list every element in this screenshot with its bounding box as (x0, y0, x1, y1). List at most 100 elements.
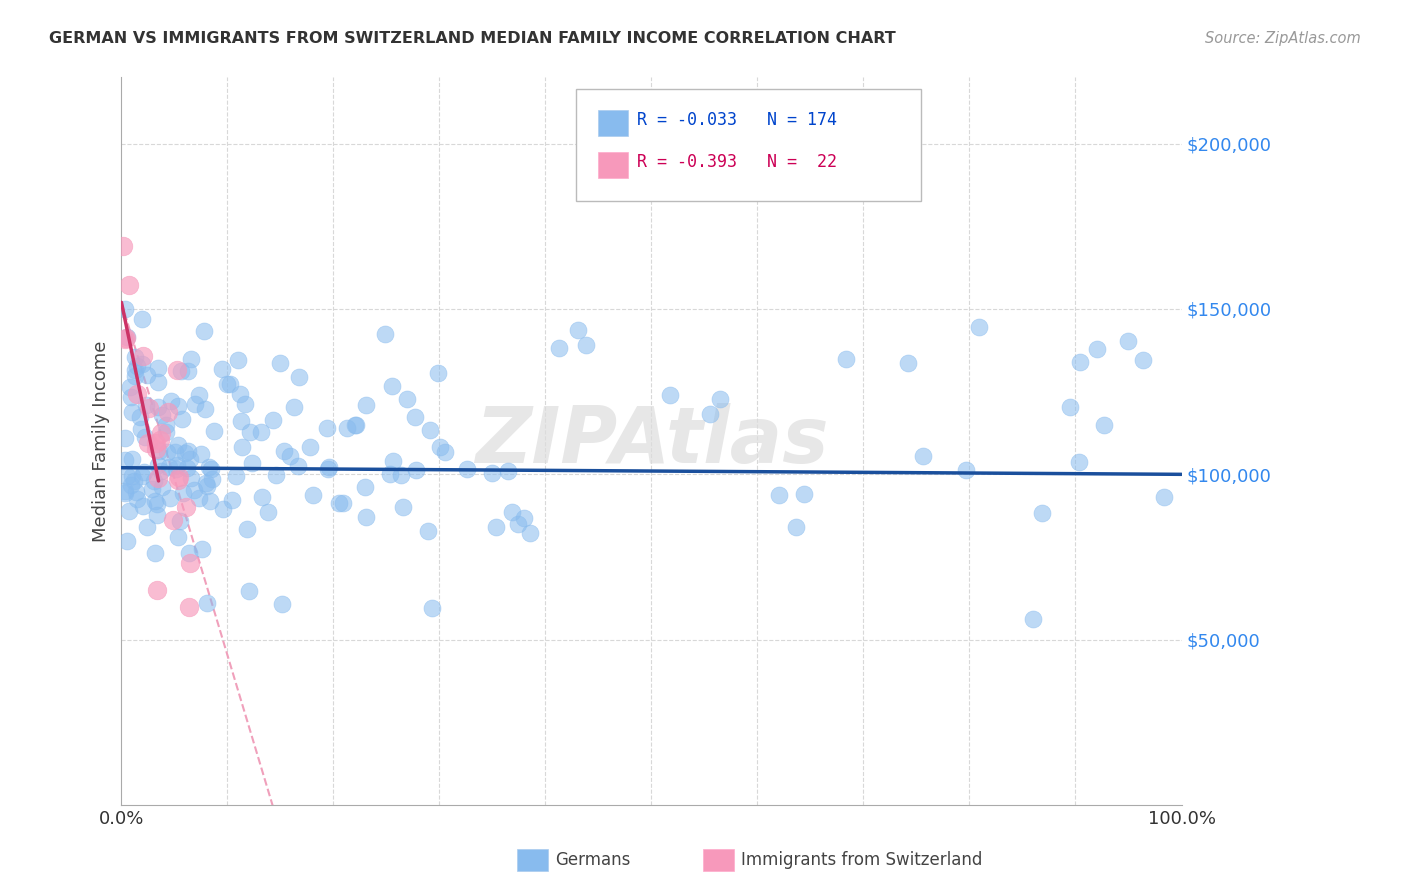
Point (567, 323, 589, 337)
Point (120, 478, 142, 492)
Point (302, 488, 325, 502)
Y-axis label: Median Family Income: Median Family Income (93, 341, 110, 542)
Point (138, 401, 160, 415)
Point (195, 596, 218, 610)
Point (120, 380, 142, 394)
Point (190, 447, 212, 461)
Point (125, 492, 148, 507)
Point (257, 505, 280, 519)
Point (124, 368, 146, 383)
Point (157, 459, 180, 474)
Point (202, 425, 225, 439)
Point (166, 363, 188, 377)
Point (1116, 334, 1139, 348)
Point (114, 332, 136, 346)
Point (191, 541, 214, 556)
Point (336, 421, 359, 435)
Point (145, 442, 167, 457)
Point (179, 471, 201, 485)
Point (354, 398, 377, 412)
Point (1069, 355, 1091, 369)
Point (156, 445, 179, 459)
Point (166, 399, 188, 413)
Point (211, 361, 233, 376)
Point (1022, 612, 1045, 626)
Point (136, 436, 159, 450)
Point (1069, 455, 1091, 469)
Point (548, 341, 571, 355)
Point (354, 510, 377, 524)
Point (122, 474, 145, 488)
Point (897, 356, 920, 370)
Point (135, 519, 157, 533)
Point (114, 486, 136, 500)
Point (150, 480, 173, 494)
Point (709, 392, 731, 406)
Point (508, 516, 530, 531)
Point (114, 301, 136, 316)
Text: Immigrants from Switzerland: Immigrants from Switzerland (741, 851, 983, 869)
Point (129, 409, 152, 424)
Point (146, 400, 169, 414)
Point (146, 471, 169, 485)
Point (658, 388, 681, 402)
Point (145, 435, 167, 450)
Point (111, 238, 134, 252)
Point (155, 425, 177, 440)
Point (146, 497, 169, 511)
Point (287, 370, 309, 384)
Point (201, 472, 224, 486)
Point (328, 496, 350, 510)
Point (343, 418, 366, 433)
Point (481, 466, 503, 480)
Point (176, 461, 198, 475)
Point (236, 522, 259, 536)
Point (166, 458, 188, 472)
Point (485, 520, 508, 534)
Point (1132, 353, 1154, 368)
Point (1059, 400, 1081, 414)
Point (316, 421, 339, 435)
Point (389, 468, 412, 483)
Point (380, 379, 402, 393)
Point (316, 461, 339, 475)
Point (405, 463, 427, 477)
Point (262, 412, 284, 426)
Point (134, 430, 156, 444)
Point (381, 453, 404, 467)
Point (160, 393, 183, 408)
Point (456, 461, 478, 475)
Point (575, 338, 598, 352)
Point (699, 407, 721, 421)
Point (217, 377, 239, 392)
Point (179, 452, 201, 467)
Point (231, 440, 253, 454)
Point (221, 492, 243, 507)
Point (195, 476, 218, 491)
Point (143, 546, 166, 560)
Point (150, 464, 173, 478)
Point (155, 417, 177, 432)
Point (167, 530, 190, 544)
Point (955, 462, 977, 476)
Point (121, 404, 143, 418)
Point (498, 464, 520, 478)
Point (166, 473, 188, 487)
Text: R = -0.393   N =  22: R = -0.393 N = 22 (637, 153, 837, 171)
Point (174, 500, 197, 514)
Point (115, 330, 138, 344)
Point (427, 366, 450, 380)
Point (273, 443, 295, 458)
Point (149, 433, 172, 447)
Point (287, 458, 309, 473)
Point (131, 422, 153, 436)
Point (912, 449, 935, 463)
Point (114, 331, 136, 345)
Point (131, 357, 153, 371)
Point (793, 487, 815, 501)
Point (132, 499, 155, 513)
Point (200, 462, 222, 476)
Point (170, 364, 193, 378)
Point (519, 525, 541, 540)
Point (134, 465, 156, 479)
